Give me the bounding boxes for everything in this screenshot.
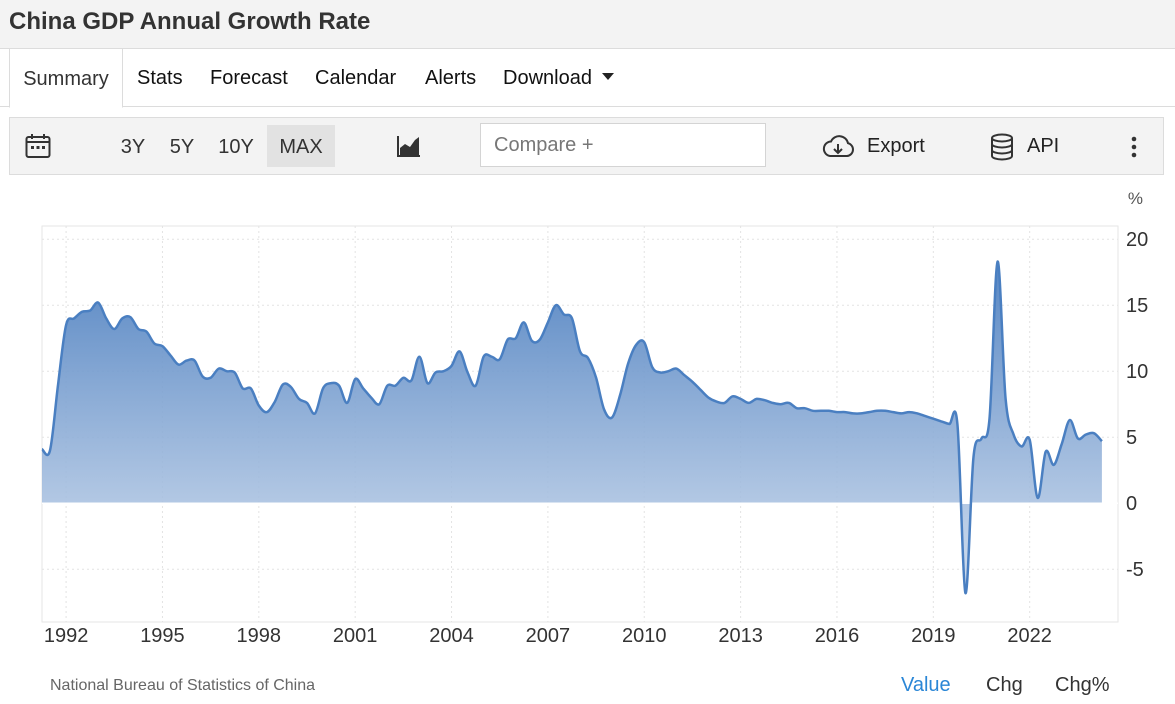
tab-calendar-label: Calendar (315, 67, 397, 89)
x-tick-label: 2022 (1007, 625, 1052, 647)
range-max-button[interactable]: MAX (267, 125, 335, 167)
x-tick-label: 1995 (140, 625, 185, 647)
mode-chg-link[interactable]: Chg (986, 674, 1023, 696)
range-5y-button[interactable]: 5Y (169, 136, 195, 158)
plot-border (41, 225, 1119, 623)
mode-chg-pct-link[interactable]: Chg% (1055, 674, 1110, 696)
tab-alerts[interactable]: Alerts (425, 48, 476, 106)
database-icon[interactable] (990, 133, 1014, 161)
y-tick-label: 15 (1126, 295, 1148, 317)
export-button[interactable]: Export (867, 135, 925, 157)
x-tick-label: 2019 (911, 625, 956, 647)
y-tick-label: 5 (1126, 427, 1137, 449)
y-tick-label: -5 (1126, 559, 1144, 581)
x-tick-label: 2010 (622, 625, 667, 647)
x-tick-label: 2013 (718, 625, 763, 647)
range-10y-button[interactable]: 10Y (218, 136, 254, 158)
tab-forecast-label: Forecast (210, 67, 288, 89)
unit-label: % (1128, 189, 1143, 208)
caret-down-icon (601, 73, 614, 81)
x-tick-label: 2001 (333, 625, 378, 647)
api-button[interactable]: API (1027, 135, 1060, 157)
tab-summary[interactable]: Summary (9, 48, 123, 108)
calendar-icon[interactable] (25, 133, 51, 159)
tab-alerts-label: Alerts (425, 67, 477, 89)
tab-stats-label: Stats (137, 67, 183, 89)
x-tick-label: 1992 (44, 625, 89, 647)
source-note: National Bureau of Statistics of China (50, 677, 316, 694)
compare-input[interactable] (480, 123, 766, 167)
mode-value-link[interactable]: Value (901, 674, 951, 696)
tab-bar: Summary Stats Forecast Calendar Alerts D… (0, 48, 1175, 108)
more-vertical-icon[interactable] (1129, 136, 1139, 158)
range-3y-button[interactable]: 3Y (120, 136, 146, 158)
tab-download[interactable]: Download (503, 48, 614, 106)
title-bar: China GDP Annual Growth Rate (0, 0, 1175, 49)
x-tick-label: 1998 (237, 625, 282, 647)
tab-stats[interactable]: Stats (137, 48, 183, 106)
y-tick-label: 10 (1126, 361, 1148, 383)
x-tick-label: 2016 (815, 625, 860, 647)
area-chart-icon[interactable] (396, 134, 422, 158)
tab-forecast[interactable]: Forecast (210, 48, 288, 106)
page-title: China GDP Annual Growth Rate (9, 8, 371, 35)
y-tick-label: 0 (1126, 493, 1137, 515)
series-line (41, 260, 1103, 595)
cloud-download-icon[interactable] (821, 134, 855, 160)
tab-calendar[interactable]: Calendar (315, 48, 396, 106)
x-tick-label: 2004 (429, 625, 474, 647)
chart-toolbar: 3Y 5Y 10Y MAX Export API (9, 117, 1164, 175)
tab-download-label: Download (503, 67, 592, 89)
series-area-fill (42, 261, 1102, 594)
tab-summary-label: Summary (23, 68, 109, 90)
x-tick-label: 2007 (526, 625, 571, 647)
y-tick-label: 20 (1126, 229, 1148, 251)
